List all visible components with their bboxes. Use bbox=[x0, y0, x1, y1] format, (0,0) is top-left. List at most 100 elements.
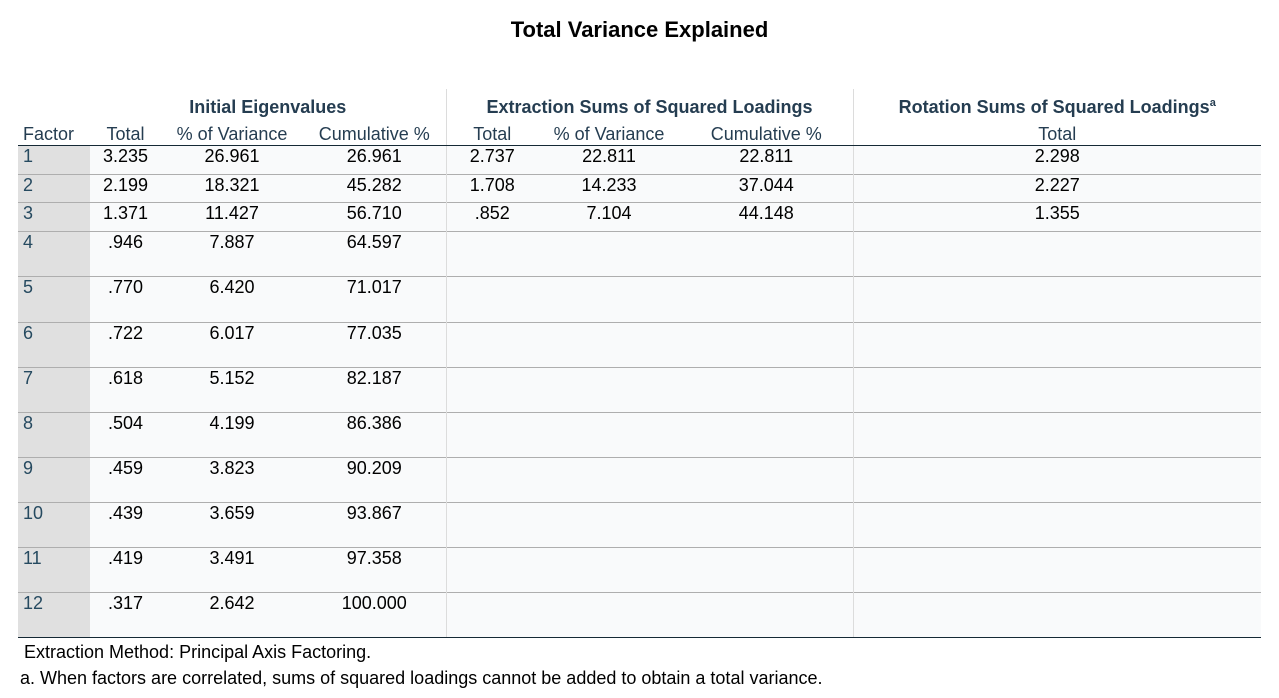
cell-extraction-total bbox=[445, 322, 538, 368]
cell-extraction-pct-variance bbox=[538, 547, 680, 593]
table-row: 12 .317 2.642 100.000 bbox=[18, 592, 1261, 638]
cell-initial-total: .770 bbox=[90, 276, 161, 323]
cell-rotation-total bbox=[852, 276, 1261, 323]
cell-initial-pct-variance: 5.152 bbox=[161, 367, 303, 413]
col-header-factor: Factor bbox=[18, 118, 90, 146]
cell-initial-cumulative: 45.282 bbox=[303, 174, 446, 203]
cell-extraction-cumulative bbox=[680, 367, 853, 413]
cell-extraction-pct-variance: 22.811 bbox=[538, 145, 680, 175]
cell-rotation-total bbox=[852, 592, 1261, 638]
table-row: 11 .419 3.491 97.358 bbox=[18, 547, 1261, 593]
cell-initial-total: .439 bbox=[90, 502, 161, 548]
cell-rotation-total bbox=[852, 412, 1261, 458]
cell-initial-total: .722 bbox=[90, 322, 161, 368]
cell-initial-cumulative: 26.961 bbox=[303, 145, 446, 175]
cell-extraction-total bbox=[445, 367, 538, 413]
footnotes: Extraction Method: Principal Axis Factor… bbox=[18, 639, 823, 691]
col-header-initial-cumulative: Cumulative % bbox=[303, 118, 446, 146]
cell-extraction-cumulative bbox=[680, 412, 853, 458]
cell-initial-total: .946 bbox=[90, 231, 161, 277]
row-header-factor: 12 bbox=[18, 592, 90, 638]
footnote-extraction-method: Extraction Method: Principal Axis Factor… bbox=[24, 642, 372, 662]
cell-initial-cumulative: 93.867 bbox=[303, 502, 446, 548]
row-header-factor: 11 bbox=[18, 547, 90, 593]
cell-extraction-cumulative bbox=[680, 231, 853, 277]
col-header-extraction-pct-variance: % of Variance bbox=[538, 118, 680, 146]
cell-initial-pct-variance: 3.823 bbox=[161, 457, 303, 503]
cell-rotation-total: 1.355 bbox=[852, 202, 1261, 232]
cell-initial-total: .317 bbox=[90, 592, 161, 638]
table-row: 1 3.235 26.961 26.961 2.737 22.811 22.81… bbox=[18, 145, 1261, 175]
cell-extraction-pct-variance: 14.233 bbox=[538, 174, 680, 203]
table-row: 5 .770 6.420 71.017 bbox=[18, 276, 1261, 323]
cell-extraction-total: 1.708 bbox=[445, 174, 538, 203]
cell-extraction-total bbox=[445, 502, 538, 548]
table-row: 2 2.199 18.321 45.282 1.708 14.233 37.04… bbox=[18, 174, 1261, 203]
cell-extraction-pct-variance bbox=[538, 231, 680, 277]
cell-extraction-pct-variance bbox=[538, 592, 680, 638]
cell-extraction-pct-variance bbox=[538, 412, 680, 458]
cell-initial-total: 3.235 bbox=[90, 145, 161, 175]
cell-initial-pct-variance: 18.321 bbox=[161, 174, 303, 203]
group-extraction-loadings: Extraction Sums of Squared Loadings bbox=[445, 89, 853, 118]
cell-extraction-pct-variance bbox=[538, 367, 680, 413]
cell-extraction-pct-variance bbox=[538, 502, 680, 548]
cell-extraction-cumulative: 22.811 bbox=[680, 145, 853, 175]
cell-extraction-total: .852 bbox=[445, 202, 538, 232]
cell-initial-total: .419 bbox=[90, 547, 161, 593]
row-header-factor: 7 bbox=[18, 367, 90, 413]
table-row: 9 .459 3.823 90.209 bbox=[18, 457, 1261, 503]
cell-extraction-total bbox=[445, 592, 538, 638]
table-title: Total Variance Explained bbox=[510, 17, 769, 42]
table-row: 8 .504 4.199 86.386 bbox=[18, 412, 1261, 458]
cell-extraction-cumulative bbox=[680, 322, 853, 368]
cell-extraction-total bbox=[445, 412, 538, 458]
cell-extraction-cumulative bbox=[680, 502, 853, 548]
cell-extraction-cumulative bbox=[680, 592, 853, 638]
row-header-factor: 3 bbox=[18, 202, 90, 232]
col-header-initial-total: Total bbox=[90, 118, 161, 146]
total-variance-table: Initial Eigenvalues Extraction Sums of S… bbox=[18, 89, 1261, 638]
row-header-factor: 9 bbox=[18, 457, 90, 503]
cell-initial-total: .459 bbox=[90, 457, 161, 503]
cell-initial-total: 2.199 bbox=[90, 174, 161, 203]
cell-rotation-total: 2.298 bbox=[852, 145, 1261, 175]
table-row: 6 .722 6.017 77.035 bbox=[18, 322, 1261, 368]
cell-initial-pct-variance: 4.199 bbox=[161, 412, 303, 458]
table-row: 7 .618 5.152 82.187 bbox=[18, 367, 1261, 413]
cell-initial-pct-variance: 6.017 bbox=[161, 322, 303, 368]
cell-extraction-total bbox=[445, 457, 538, 503]
cell-initial-pct-variance: 6.420 bbox=[161, 276, 303, 323]
cell-extraction-pct-variance: 7.104 bbox=[538, 202, 680, 232]
cell-initial-cumulative: 77.035 bbox=[303, 322, 446, 368]
cell-extraction-cumulative bbox=[680, 547, 853, 593]
cell-initial-cumulative: 100.000 bbox=[303, 592, 446, 638]
table-row: 10 .439 3.659 93.867 bbox=[18, 502, 1261, 548]
cell-extraction-pct-variance bbox=[538, 276, 680, 323]
cell-initial-cumulative: 90.209 bbox=[303, 457, 446, 503]
cell-initial-cumulative: 97.358 bbox=[303, 547, 446, 593]
cell-initial-cumulative: 71.017 bbox=[303, 276, 446, 323]
cell-initial-pct-variance: 3.659 bbox=[161, 502, 303, 548]
group-rotation-loadings: Rotation Sums of Squared Loadingsa bbox=[852, 89, 1261, 118]
cell-initial-pct-variance: 11.427 bbox=[161, 202, 303, 232]
cell-extraction-pct-variance bbox=[538, 457, 680, 503]
cell-rotation-total bbox=[852, 547, 1261, 593]
cell-extraction-cumulative: 37.044 bbox=[680, 174, 853, 203]
column-header-row: Factor Total % of Variance Cumulative % … bbox=[18, 118, 1261, 146]
cell-rotation-total bbox=[852, 457, 1261, 503]
cell-extraction-total bbox=[445, 231, 538, 277]
footnote-marker-a: a bbox=[1209, 97, 1216, 109]
cell-rotation-total: 2.227 bbox=[852, 174, 1261, 203]
cell-initial-pct-variance: 3.491 bbox=[161, 547, 303, 593]
group-header-row: Initial Eigenvalues Extraction Sums of S… bbox=[18, 89, 1261, 118]
cell-extraction-total bbox=[445, 276, 538, 323]
footnote-a: a. When factors are correlated, sums of … bbox=[20, 668, 823, 688]
row-header-factor: 1 bbox=[18, 145, 90, 175]
row-header-factor: 8 bbox=[18, 412, 90, 458]
cell-extraction-total bbox=[445, 547, 538, 593]
cell-rotation-total bbox=[852, 367, 1261, 413]
table-row: 4 .946 7.887 64.597 bbox=[18, 231, 1261, 277]
cell-initial-cumulative: 82.187 bbox=[303, 367, 446, 413]
row-header-factor: 6 bbox=[18, 322, 90, 368]
